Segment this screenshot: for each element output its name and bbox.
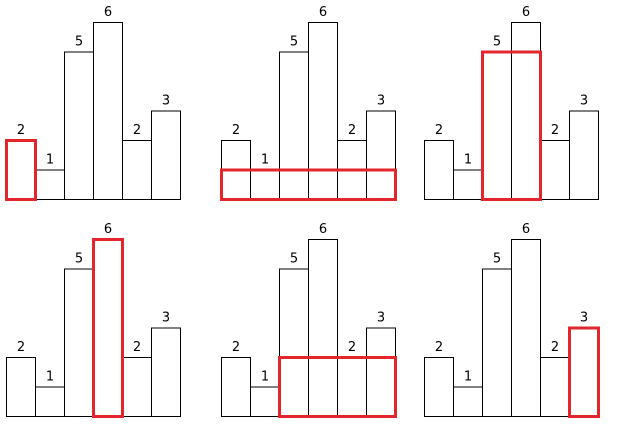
highlight-rectangle <box>5 139 37 201</box>
bar-5 <box>540 357 570 417</box>
bar-value-label: 2 <box>551 123 559 138</box>
bar-value-label: 3 <box>377 94 385 109</box>
bar-value-label: 2 <box>232 123 240 138</box>
bar-value-label: 2 <box>133 340 141 355</box>
bar-value-label: 3 <box>580 94 588 109</box>
bar-2 <box>453 386 483 417</box>
bar-value-label: 2 <box>17 123 25 138</box>
bar-value-label: 5 <box>493 35 501 50</box>
bar-value-label: 5 <box>75 252 83 267</box>
bar-value-label: 3 <box>162 311 170 326</box>
highlight-rectangle <box>278 356 397 418</box>
bar-5 <box>122 357 152 417</box>
bar-1 <box>6 357 36 417</box>
bar-6 <box>366 110 396 200</box>
bar-value-label: 2 <box>435 123 443 138</box>
bar-5 <box>540 140 570 200</box>
bar-6 <box>569 327 599 417</box>
bar-3 <box>482 51 512 200</box>
bar-value-label: 2 <box>232 340 240 355</box>
bar-6 <box>569 110 599 200</box>
bar-value-label: 2 <box>17 340 25 355</box>
bar-value-label: 2 <box>435 340 443 355</box>
bar-1 <box>424 140 454 200</box>
bar-value-label: 6 <box>522 222 530 237</box>
bar-6 <box>151 327 181 417</box>
highlight-rectangle <box>92 238 124 418</box>
bar-value-label: 2 <box>348 340 356 355</box>
bar-2 <box>453 169 483 200</box>
bar-value-label: 5 <box>493 252 501 267</box>
bar-4 <box>93 239 123 417</box>
bar-1 <box>221 357 251 417</box>
bar-value-label: 6 <box>319 222 327 237</box>
panel-6: 2 1 5 6 2 3 <box>424 222 600 418</box>
panel-4: 2 1 5 6 2 3 <box>6 222 181 418</box>
bar-value-label: 5 <box>290 252 298 267</box>
bar-value-label: 1 <box>464 153 472 168</box>
highlight-rectangle <box>481 50 542 201</box>
bar-2 <box>35 386 65 417</box>
bar-value-label: 3 <box>580 311 588 326</box>
bar-3 <box>279 268 309 417</box>
panel-3: 2 1 5 6 2 3 <box>424 5 599 201</box>
bar-5 <box>122 140 152 200</box>
panel-2: 2 1 5 6 2 3 <box>220 5 397 201</box>
bar-2 <box>35 169 65 200</box>
bar-value-label: 6 <box>104 5 112 20</box>
bar-value-label: 1 <box>46 370 54 385</box>
bar-3 <box>482 268 512 417</box>
panel-1: 2 1 5 6 2 3 <box>5 5 181 201</box>
bar-value-label: 1 <box>261 153 269 168</box>
bar-value-label: 1 <box>46 153 54 168</box>
bar-6 <box>151 110 181 200</box>
bar-value-label: 6 <box>104 222 112 237</box>
bar-value-label: 1 <box>464 370 472 385</box>
bar-2 <box>250 386 280 417</box>
bar-1 <box>6 140 36 200</box>
bar-value-label: 3 <box>162 94 170 109</box>
bar-2 <box>250 169 280 200</box>
highlight-rectangle <box>568 326 600 418</box>
bar-4 <box>511 239 541 417</box>
bar-4 <box>511 22 541 200</box>
bar-4 <box>308 22 338 200</box>
panel-5: 2 1 5 6 2 3 <box>221 222 397 418</box>
bar-value-label: 5 <box>75 35 83 50</box>
bar-5 <box>337 357 367 417</box>
bar-value-label: 5 <box>290 35 298 50</box>
bar-3 <box>279 51 309 200</box>
bar-value-label: 6 <box>522 5 530 20</box>
bar-value-label: 2 <box>348 123 356 138</box>
bar-4 <box>308 239 338 417</box>
bar-value-label: 2 <box>133 123 141 138</box>
bar-4 <box>93 22 123 200</box>
bar-3 <box>64 268 94 417</box>
bar-3 <box>64 51 94 200</box>
bar-6 <box>366 327 396 417</box>
bar-1 <box>424 357 454 417</box>
bar-value-label: 6 <box>319 5 327 20</box>
bar-value-label: 3 <box>377 311 385 326</box>
highlight-rectangle <box>220 168 397 201</box>
bar-value-label: 2 <box>551 340 559 355</box>
bar-value-label: 1 <box>261 370 269 385</box>
